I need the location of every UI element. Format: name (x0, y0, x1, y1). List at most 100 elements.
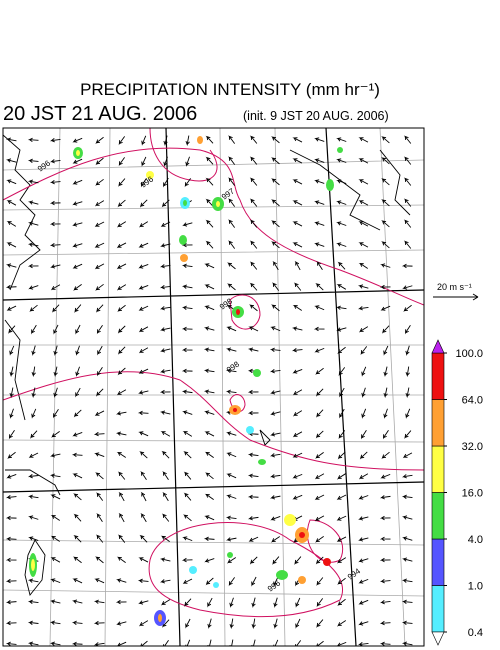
wind-arrow (314, 515, 325, 522)
wind-arrow (160, 306, 171, 311)
valid-time: 20 JST 21 AUG. 2006 (3, 103, 197, 125)
wind-arrow (27, 599, 39, 604)
wind-arrow (293, 282, 302, 291)
wind-arrow (315, 556, 324, 565)
wind-arrow (271, 241, 280, 249)
wind-arrow (225, 515, 237, 520)
wind-arrow (379, 557, 391, 563)
wind-arrow (381, 241, 390, 249)
wind-arrow (229, 618, 234, 630)
wind-arrow (138, 620, 149, 627)
wind-arrow (204, 472, 214, 480)
wind-arrow (97, 345, 103, 356)
wind-arrow (271, 157, 280, 165)
wind-arrow (182, 410, 193, 415)
wind-arrow (336, 158, 347, 163)
wind-arrow (6, 179, 17, 185)
wind-arrow (27, 263, 39, 269)
wind-arrow (27, 221, 39, 226)
wind-arrow (249, 219, 258, 228)
wind-arrow (72, 243, 83, 248)
contour-label: 997 (220, 186, 237, 201)
wind-arrow (6, 221, 17, 227)
wind-arrow (137, 578, 149, 584)
wind-arrow (27, 494, 39, 499)
colorbar: 0.4 1.0 4.0 16.0 32.0 64.0 100.0 (431, 339, 483, 646)
wind-arrow (404, 430, 412, 439)
wind-arrow (248, 536, 259, 542)
wind-arrow (337, 451, 346, 460)
wind-arrow (270, 516, 281, 521)
wind-arrow (205, 135, 214, 144)
wind-arrow (161, 513, 170, 522)
wind-arrow (160, 348, 171, 353)
wind-arrow (314, 347, 325, 353)
wind-arrow (228, 156, 236, 165)
wind-arrow (185, 135, 190, 147)
wind-arrow (160, 221, 171, 228)
wind-arrow (249, 177, 258, 186)
wind-arrow (117, 367, 126, 376)
wind-arrow (5, 536, 17, 542)
wind-field (5, 135, 413, 646)
wind-arrow (162, 471, 169, 480)
contour-label: 998 (225, 359, 242, 374)
wind-arrow (31, 408, 37, 419)
wind-arrow (381, 136, 390, 144)
wind-arrow (118, 491, 125, 502)
wind-arrow (49, 138, 61, 143)
wind-arrow (314, 305, 325, 311)
wind-arrow (71, 452, 83, 458)
wind-arrow (358, 495, 369, 500)
wind-arrow (380, 263, 391, 268)
wind-arrow (181, 305, 193, 310)
wind-arrow (247, 452, 259, 457)
wind-arrow (337, 620, 347, 627)
wind-arrow (227, 557, 237, 564)
wind-arrow (292, 179, 303, 185)
wind-arrow (360, 346, 368, 356)
wind-arrow (339, 408, 345, 419)
wind-arrow (8, 325, 16, 334)
wind-arrow (381, 178, 390, 186)
wind-arrow (27, 158, 39, 164)
wind-arrow (140, 177, 147, 188)
wind-arrow (292, 452, 303, 458)
wind-arrow (291, 347, 303, 353)
wind-arrow (358, 242, 369, 248)
wind-arrow (31, 387, 36, 399)
wind-arrow (185, 156, 190, 167)
wind-arrow (292, 494, 303, 500)
wind-arrow (205, 219, 214, 228)
wind-arrow (292, 158, 303, 164)
wind-arrow (5, 599, 17, 605)
wind-arrow (160, 243, 171, 248)
wind-arrow (183, 471, 192, 480)
wind-arrow (138, 347, 149, 354)
wind-arrow (383, 366, 388, 378)
wind-arrow (249, 198, 258, 207)
wind-arrow (401, 263, 413, 269)
wind-arrow (228, 198, 236, 207)
wind-arrow (162, 492, 169, 502)
wind-arrow (402, 536, 413, 541)
wind-arrow (403, 156, 412, 165)
wind-arrow (94, 200, 105, 207)
wind-arrow (159, 557, 171, 562)
wind-scale-label: 20 m s⁻¹ (437, 282, 472, 292)
wind-arrow (316, 598, 324, 608)
wind-arrow (95, 472, 104, 480)
wind-arrow (271, 136, 280, 144)
wind-arrow (357, 284, 369, 289)
wind-arrow (361, 408, 367, 419)
wind-arrow (117, 471, 126, 480)
wind-arrow (383, 408, 388, 419)
wind-arrow (49, 159, 61, 164)
wind-arrow (95, 136, 104, 145)
wind-arrow (336, 284, 347, 290)
wind-arrow (185, 639, 191, 646)
wind-arrow (339, 387, 345, 398)
wind-arrow (115, 599, 127, 605)
wind-arrow (9, 408, 14, 419)
